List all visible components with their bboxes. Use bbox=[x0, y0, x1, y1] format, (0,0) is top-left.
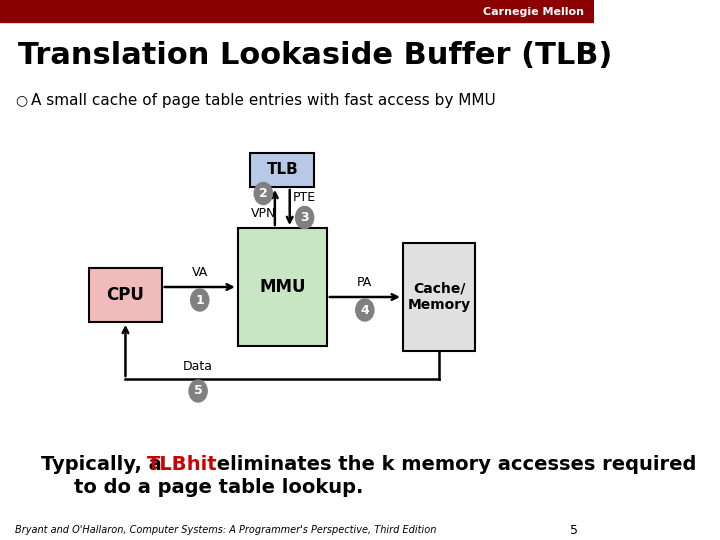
Text: 4: 4 bbox=[361, 303, 369, 316]
Text: hit: hit bbox=[180, 455, 217, 474]
Text: Cache/
Memory: Cache/ Memory bbox=[408, 282, 471, 312]
Circle shape bbox=[356, 299, 374, 321]
Text: 3: 3 bbox=[300, 211, 309, 224]
Text: PTE: PTE bbox=[293, 191, 316, 204]
Bar bbox=[402, 243, 475, 351]
Text: 5: 5 bbox=[570, 523, 577, 537]
Circle shape bbox=[191, 289, 209, 311]
Text: CPU: CPU bbox=[107, 286, 145, 304]
Text: Data: Data bbox=[183, 361, 213, 374]
Circle shape bbox=[189, 380, 207, 402]
Text: VPN: VPN bbox=[251, 207, 276, 220]
Text: Carnegie Mellon: Carnegie Mellon bbox=[483, 7, 585, 17]
Text: A small cache of page table entries with fast access by MMU: A small cache of page table entries with… bbox=[32, 92, 496, 107]
Circle shape bbox=[254, 183, 272, 205]
Text: 5: 5 bbox=[194, 384, 202, 397]
Text: MMU: MMU bbox=[259, 278, 305, 296]
Circle shape bbox=[295, 206, 314, 228]
Text: eliminates the k memory accesses required: eliminates the k memory accesses require… bbox=[210, 455, 696, 474]
Text: Translation Lookaside Buffer (TLB): Translation Lookaside Buffer (TLB) bbox=[18, 40, 613, 70]
Text: Typically, a: Typically, a bbox=[41, 455, 168, 474]
Text: 1: 1 bbox=[195, 294, 204, 307]
Bar bbox=[89, 268, 162, 322]
Bar bbox=[238, 228, 327, 346]
Text: Bryant and O'Hallaron, Computer Systems: A Programmer's Perspective, Third Editi: Bryant and O'Hallaron, Computer Systems:… bbox=[15, 525, 436, 535]
Text: ○: ○ bbox=[15, 93, 27, 107]
Text: VA: VA bbox=[192, 267, 208, 280]
Text: to do a page table lookup.: to do a page table lookup. bbox=[74, 478, 364, 497]
Text: 2: 2 bbox=[259, 187, 268, 200]
Text: TLB: TLB bbox=[266, 163, 298, 178]
Bar bbox=[0, 0, 594, 22]
Bar bbox=[250, 153, 315, 187]
Text: PA: PA bbox=[357, 276, 372, 289]
Text: TLB: TLB bbox=[146, 455, 187, 474]
